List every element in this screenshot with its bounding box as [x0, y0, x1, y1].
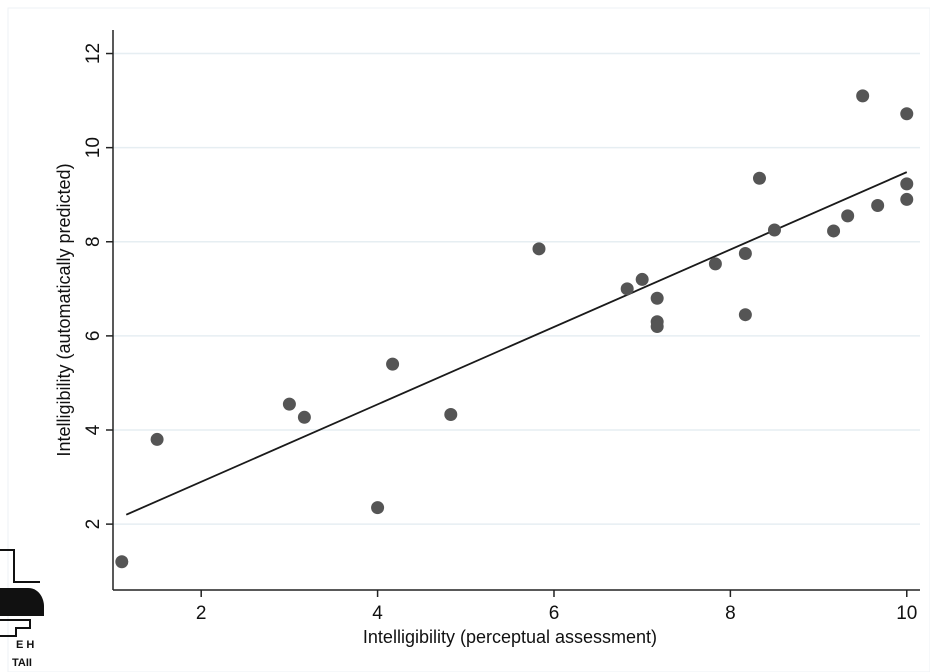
data-point — [841, 209, 855, 223]
y-tick-label: 12 — [83, 43, 104, 64]
data-point — [150, 432, 164, 446]
data-point — [900, 107, 914, 121]
data-point — [738, 308, 752, 322]
logo-fragment: E H TAII — [0, 549, 44, 669]
data-point — [767, 223, 781, 237]
data-point — [900, 177, 914, 191]
y-tick-label: 2 — [83, 519, 104, 530]
data-point — [297, 410, 311, 424]
data-point — [386, 357, 400, 371]
axes — [112, 30, 920, 591]
data-point — [738, 247, 752, 261]
data-point — [371, 501, 385, 515]
logo-fragment-text-1: E H — [16, 639, 34, 651]
data-points — [115, 89, 914, 569]
y-tick-label: 10 — [83, 137, 104, 158]
y-axis-title: Intelligibility (automatically predicted… — [54, 163, 74, 456]
data-point — [752, 171, 766, 185]
data-point — [620, 282, 634, 296]
data-point — [532, 242, 546, 256]
x-tick-label: 2 — [196, 603, 207, 624]
data-point — [444, 407, 458, 421]
y-tick-label: 4 — [83, 424, 104, 435]
y-tick-label: 8 — [83, 236, 104, 247]
data-point — [827, 224, 841, 238]
x-axis-title: Intelligibility (perceptual assessment) — [363, 627, 657, 647]
data-point — [708, 257, 722, 271]
x-tick-label: 10 — [896, 603, 917, 624]
figure-border — [7, 7, 930, 672]
y-tick-label: 6 — [83, 331, 104, 342]
data-point — [650, 319, 664, 333]
gridlines — [113, 52, 920, 525]
x-tick-label: 4 — [372, 603, 383, 624]
y-ticks: 2 4 6 8 10 12 — [83, 43, 113, 529]
data-point — [650, 291, 664, 305]
x-tick-label: 6 — [549, 603, 560, 624]
data-point — [635, 272, 649, 286]
x-tick-label: 8 — [725, 603, 736, 624]
data-point — [282, 397, 296, 411]
data-point — [871, 199, 885, 213]
data-point — [856, 89, 870, 103]
data-point — [115, 555, 129, 569]
x-ticks: 2 4 6 8 10 — [196, 590, 917, 624]
data-point — [900, 192, 914, 206]
logo-fragment-text-2: TAII — [12, 657, 32, 669]
